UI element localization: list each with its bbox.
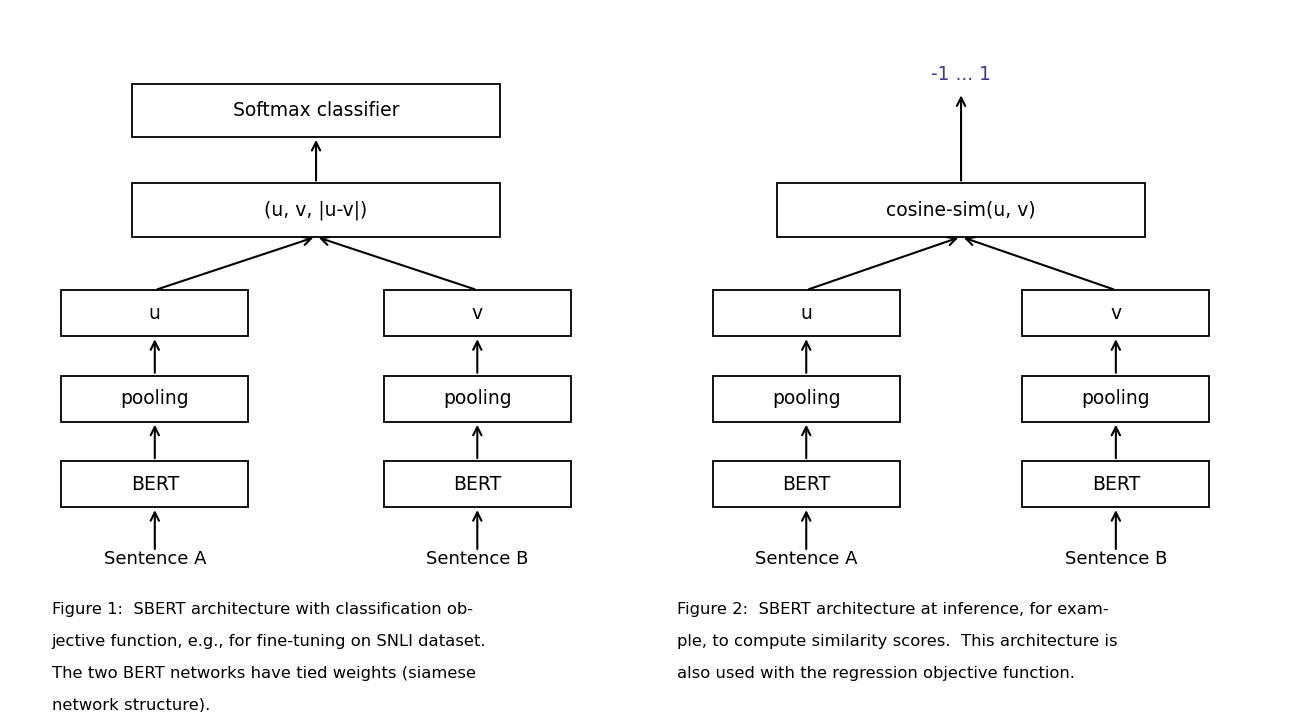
Text: u: u	[148, 304, 161, 323]
Text: pooling: pooling	[771, 389, 841, 408]
Bar	[712, 461, 900, 507]
Bar	[62, 461, 248, 507]
Text: v: v	[1111, 304, 1121, 323]
Text: BERT: BERT	[782, 475, 831, 493]
Text: Sentence A: Sentence A	[755, 550, 858, 568]
Text: pooling: pooling	[120, 389, 190, 408]
Text: -1 ... 1: -1 ... 1	[931, 66, 991, 84]
Text: Figure 1:  SBERT architecture with classification ob-: Figure 1: SBERT architecture with classi…	[52, 602, 472, 617]
Text: BERT: BERT	[130, 475, 179, 493]
Text: Figure 2:  SBERT architecture at inference, for exam-: Figure 2: SBERT architecture at inferenc…	[677, 602, 1109, 617]
Bar	[1022, 461, 1210, 507]
Bar	[133, 84, 499, 137]
Bar	[62, 376, 248, 422]
Bar	[62, 290, 248, 336]
Text: pooling: pooling	[1081, 389, 1151, 408]
Text: Sentence B: Sentence B	[426, 550, 529, 568]
Bar	[1022, 376, 1210, 422]
Text: cosine-sim(u, v): cosine-sim(u, v)	[886, 201, 1036, 219]
Bar	[712, 376, 900, 422]
Text: Sentence A: Sentence A	[103, 550, 206, 568]
Text: pooling: pooling	[442, 389, 512, 408]
Text: u: u	[800, 304, 813, 323]
Text: BERT: BERT	[453, 475, 502, 493]
Bar	[133, 184, 499, 236]
Bar	[777, 184, 1146, 236]
Text: (u, v, |u-v|): (u, v, |u-v|)	[264, 200, 368, 220]
Bar	[1022, 290, 1210, 336]
Bar	[712, 290, 900, 336]
Text: Softmax classifier: Softmax classifier	[232, 101, 400, 120]
Text: jective function, e.g., for fine-tuning on SNLI dataset.: jective function, e.g., for fine-tuning …	[52, 634, 486, 649]
Text: BERT: BERT	[1091, 475, 1140, 493]
Bar	[384, 376, 570, 422]
Bar	[384, 290, 570, 336]
Text: v: v	[472, 304, 482, 323]
Bar	[384, 461, 570, 507]
Text: ple, to compute similarity scores.  This architecture is: ple, to compute similarity scores. This …	[677, 634, 1118, 649]
Text: network structure).: network structure).	[52, 698, 210, 712]
Text: also used with the regression objective function.: also used with the regression objective …	[677, 666, 1075, 681]
Text: The two BERT networks have tied weights (siamese: The two BERT networks have tied weights …	[52, 666, 476, 681]
Text: Sentence B: Sentence B	[1064, 550, 1167, 568]
